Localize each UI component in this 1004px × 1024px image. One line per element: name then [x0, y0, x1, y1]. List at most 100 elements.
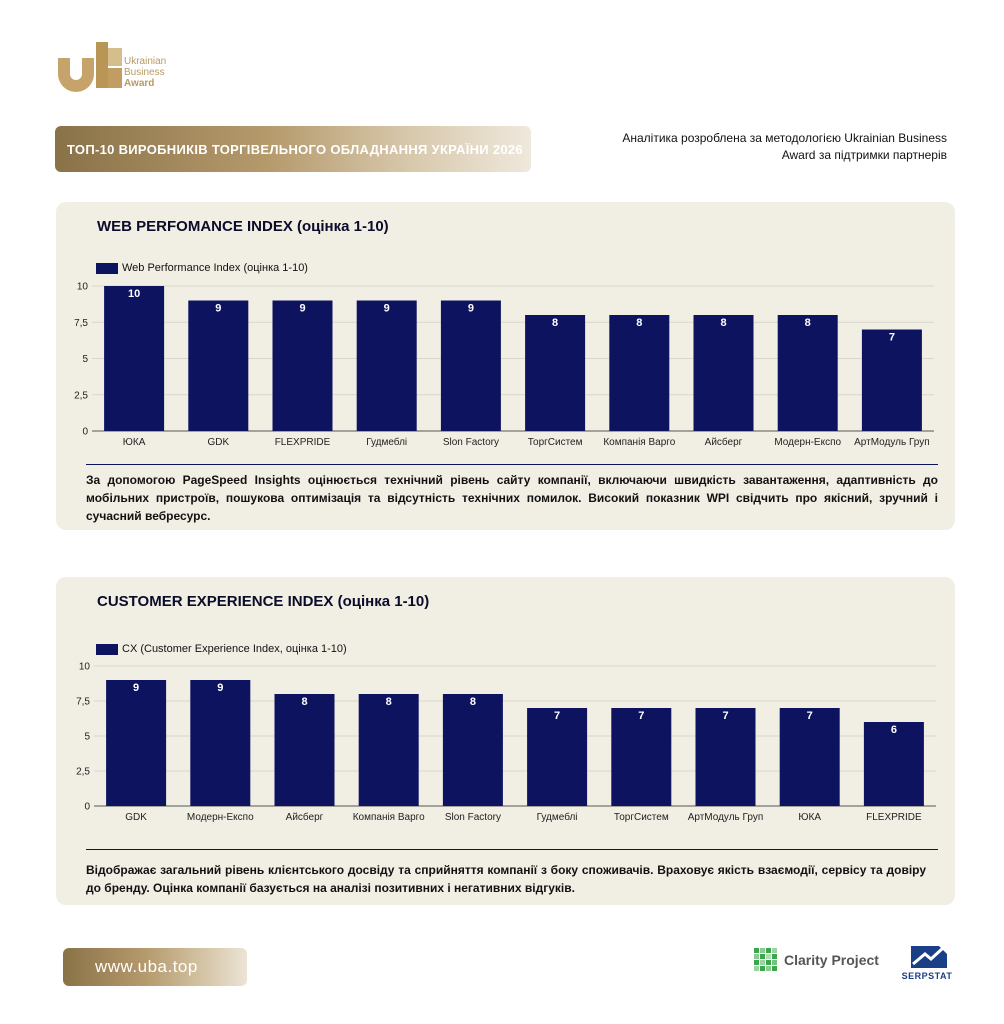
wpi-bar	[861, 329, 922, 431]
cx-bar-value-label: 9	[217, 682, 223, 694]
cx-bar	[106, 680, 167, 806]
wpi-divider	[86, 464, 938, 465]
cx-bar-value-label: 7	[554, 710, 560, 722]
wpi-bar-value-label: 9	[468, 303, 474, 315]
wpi-legend-label: Web Performance Index (оцінка 1-10)	[122, 262, 308, 274]
page-title: ТОП-10 ВИРОБНИКІВ ТОРГІВЕЛЬНОГО ОБЛАДНАН…	[67, 141, 523, 157]
wpi-panel: WEB PERFOMANCE INDEX (оцінка 1-10) Web P…	[56, 202, 955, 530]
website-link[interactable]: www.uba.top	[63, 948, 247, 986]
wpi-chart: 0 2,5 5 7,5 10 10 ЮКА 9 GDK 9 FLEXPRIDE 9 Гудмеблі 9 S…	[74, 282, 934, 448]
wpi-bar-value-label: 8	[636, 317, 642, 329]
wpi-bar	[693, 315, 754, 431]
wpi-x-tick-label: Айсберг	[705, 436, 743, 448]
wpi-bar-value-label: 9	[384, 303, 390, 315]
cx-bar-value-label: 8	[470, 696, 476, 708]
wpi-heading: WEB PERFOMANCE INDEX (оцінка 1-10)	[97, 218, 389, 235]
cx-divider	[86, 849, 938, 850]
wpi-x-tick-label: ТоргСистем	[528, 437, 583, 448]
cx-heading: CUSTOMER EXPERIENCE INDEX (оцінка 1-10)	[97, 593, 430, 610]
cx-y-tick-label: 7,5	[76, 697, 90, 708]
wpi-legend: Web Performance Index (оцінка 1-10)	[96, 262, 308, 274]
wpi-x-tick-label: Slon Factory	[443, 437, 499, 448]
wpi-bar-value-label: 8	[552, 317, 558, 329]
cx-y-tick-label: 10	[79, 662, 91, 673]
wpi-bar	[440, 300, 501, 431]
serpstat-name: SERPSTAT	[901, 971, 953, 981]
wpi-bar-value-label: 7	[889, 332, 895, 344]
tagline: Аналітика розроблена за методологією Ukr…	[622, 131, 947, 162]
website-url: www.uba.top	[95, 957, 198, 976]
clarity-project-logo: Clarity Project	[754, 948, 879, 972]
cx-bar	[190, 680, 251, 806]
wpi-bar	[188, 300, 249, 431]
cx-bar	[442, 694, 503, 806]
wpi-y-tick-label: 5	[82, 354, 88, 365]
wpi-bar-value-label: 10	[128, 288, 140, 300]
cx-bar-value-label: 6	[891, 724, 897, 736]
wpi-y-tick-label: 7,5	[74, 318, 88, 329]
clarity-grid-icon	[754, 948, 777, 971]
cx-legend: CX (Customer Experience Index, оцінка 1-…	[96, 643, 347, 655]
wpi-bar	[356, 300, 417, 431]
serpstat-chart-icon	[911, 946, 947, 968]
wpi-bar	[525, 315, 586, 431]
cx-bar	[274, 694, 335, 806]
cx-bar	[695, 708, 756, 806]
cx-bar	[611, 708, 672, 806]
clarity-project-name: Clarity Project	[784, 952, 879, 968]
cx-x-tick-label: ТоргСистем	[614, 812, 669, 823]
cx-bar-value-label: 9	[133, 682, 139, 694]
cx-y-tick-label: 5	[84, 732, 90, 743]
wpi-bar	[272, 300, 333, 431]
cx-chart: 0 2,5 5 7,5 10 9 GDK 9 Модерн-Експо 8 Айсберг 8 Комп…	[76, 662, 936, 823]
cx-bar	[527, 708, 588, 806]
cx-y-tick-label: 0	[84, 802, 90, 813]
title-banner: ТОП-10 ВИРОБНИКІВ ТОРГІВЕЛЬНОГО ОБЛАДНАН…	[55, 126, 531, 172]
cx-bar-value-label: 7	[722, 710, 728, 722]
logo-line-1: Ukrainian	[124, 56, 167, 67]
wpi-bar	[609, 315, 670, 431]
cx-bar	[863, 722, 924, 806]
wpi-x-tick-label: Гудмеблі	[366, 436, 407, 448]
wpi-x-tick-label: АртМодуль Груп	[854, 437, 930, 448]
uba-logo-icon	[58, 42, 122, 92]
wpi-bar-value-label: 8	[805, 317, 811, 329]
logo-line-3: Award	[124, 78, 155, 89]
cx-y-tick-label: 2,5	[76, 767, 90, 778]
cx-x-tick-label: АртМодуль Груп	[688, 812, 764, 823]
wpi-bar-value-label: 9	[215, 303, 221, 315]
wpi-bar	[777, 315, 838, 431]
wpi-legend-swatch	[96, 262, 118, 274]
wpi-bar-value-label: 9	[299, 303, 305, 315]
cx-bar	[358, 694, 419, 806]
cx-x-tick-label: Гудмеблі	[537, 811, 578, 823]
wpi-bar-value-label: 8	[720, 317, 726, 329]
wpi-y-tick-label: 0	[82, 427, 88, 438]
wpi-bar	[104, 286, 165, 431]
logo-wordmark: Ukrainian Business Award	[124, 56, 166, 89]
serpstat-logo: SERPSTAT	[897, 940, 957, 984]
cx-x-tick-label: ЮКА	[798, 812, 821, 823]
cx-bar	[779, 708, 840, 806]
logo-line-2: Business	[124, 67, 165, 78]
wpi-x-tick-label: GDK	[207, 437, 229, 448]
cx-x-tick-label: FLEXPRIDE	[866, 812, 922, 823]
cx-legend-label: CX (Customer Experience Index, оцінка 1-…	[122, 643, 347, 655]
cx-bar-value-label: 8	[386, 696, 392, 708]
cx-x-tick-label: Модерн-Експо	[187, 812, 254, 823]
cx-panel: CUSTOMER EXPERIENCE INDEX (оцінка 1-10) …	[56, 577, 955, 905]
cx-bar-value-label: 8	[301, 696, 307, 708]
cx-x-tick-label: Айсберг	[286, 811, 324, 823]
wpi-y-tick-label: 10	[77, 282, 89, 293]
cx-description: Відображає загальний рівень клієнтського…	[86, 863, 926, 895]
cx-legend-swatch	[96, 643, 118, 655]
wpi-x-tick-label: FLEXPRIDE	[275, 437, 331, 448]
cx-x-tick-label: GDK	[125, 812, 147, 823]
cx-bar-value-label: 7	[807, 710, 813, 722]
cx-bar-value-label: 7	[638, 710, 644, 722]
cx-x-tick-label: Slon Factory	[445, 812, 501, 823]
wpi-x-tick-label: ЮКА	[123, 437, 146, 448]
cx-x-tick-label: Компанія Варго	[353, 812, 425, 823]
wpi-description: За допомогою PageSpeed Insights оцінюєть…	[86, 473, 938, 523]
wpi-x-tick-label: Модерн-Експо	[774, 437, 841, 448]
